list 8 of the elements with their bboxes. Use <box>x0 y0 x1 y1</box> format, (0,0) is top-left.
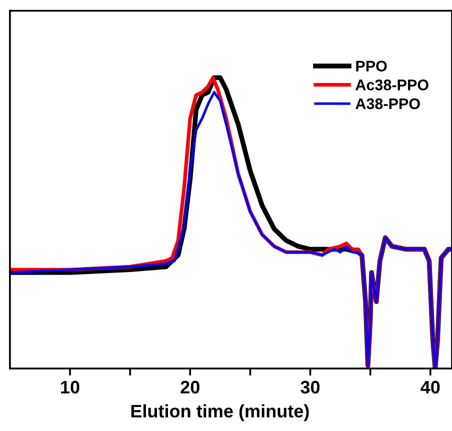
x-tick-label: 20 <box>180 380 200 394</box>
legend-label: Ac38-PPO <box>356 80 428 90</box>
x-axis-title: Elution time (minute) <box>131 404 309 422</box>
x-tick-label: 40 <box>420 380 440 394</box>
legend-label: PPO <box>356 60 387 72</box>
x-tick-label: 10 <box>61 380 80 394</box>
x-tick-label: 30 <box>300 380 320 394</box>
legend-label: A38-PPO <box>356 98 420 110</box>
